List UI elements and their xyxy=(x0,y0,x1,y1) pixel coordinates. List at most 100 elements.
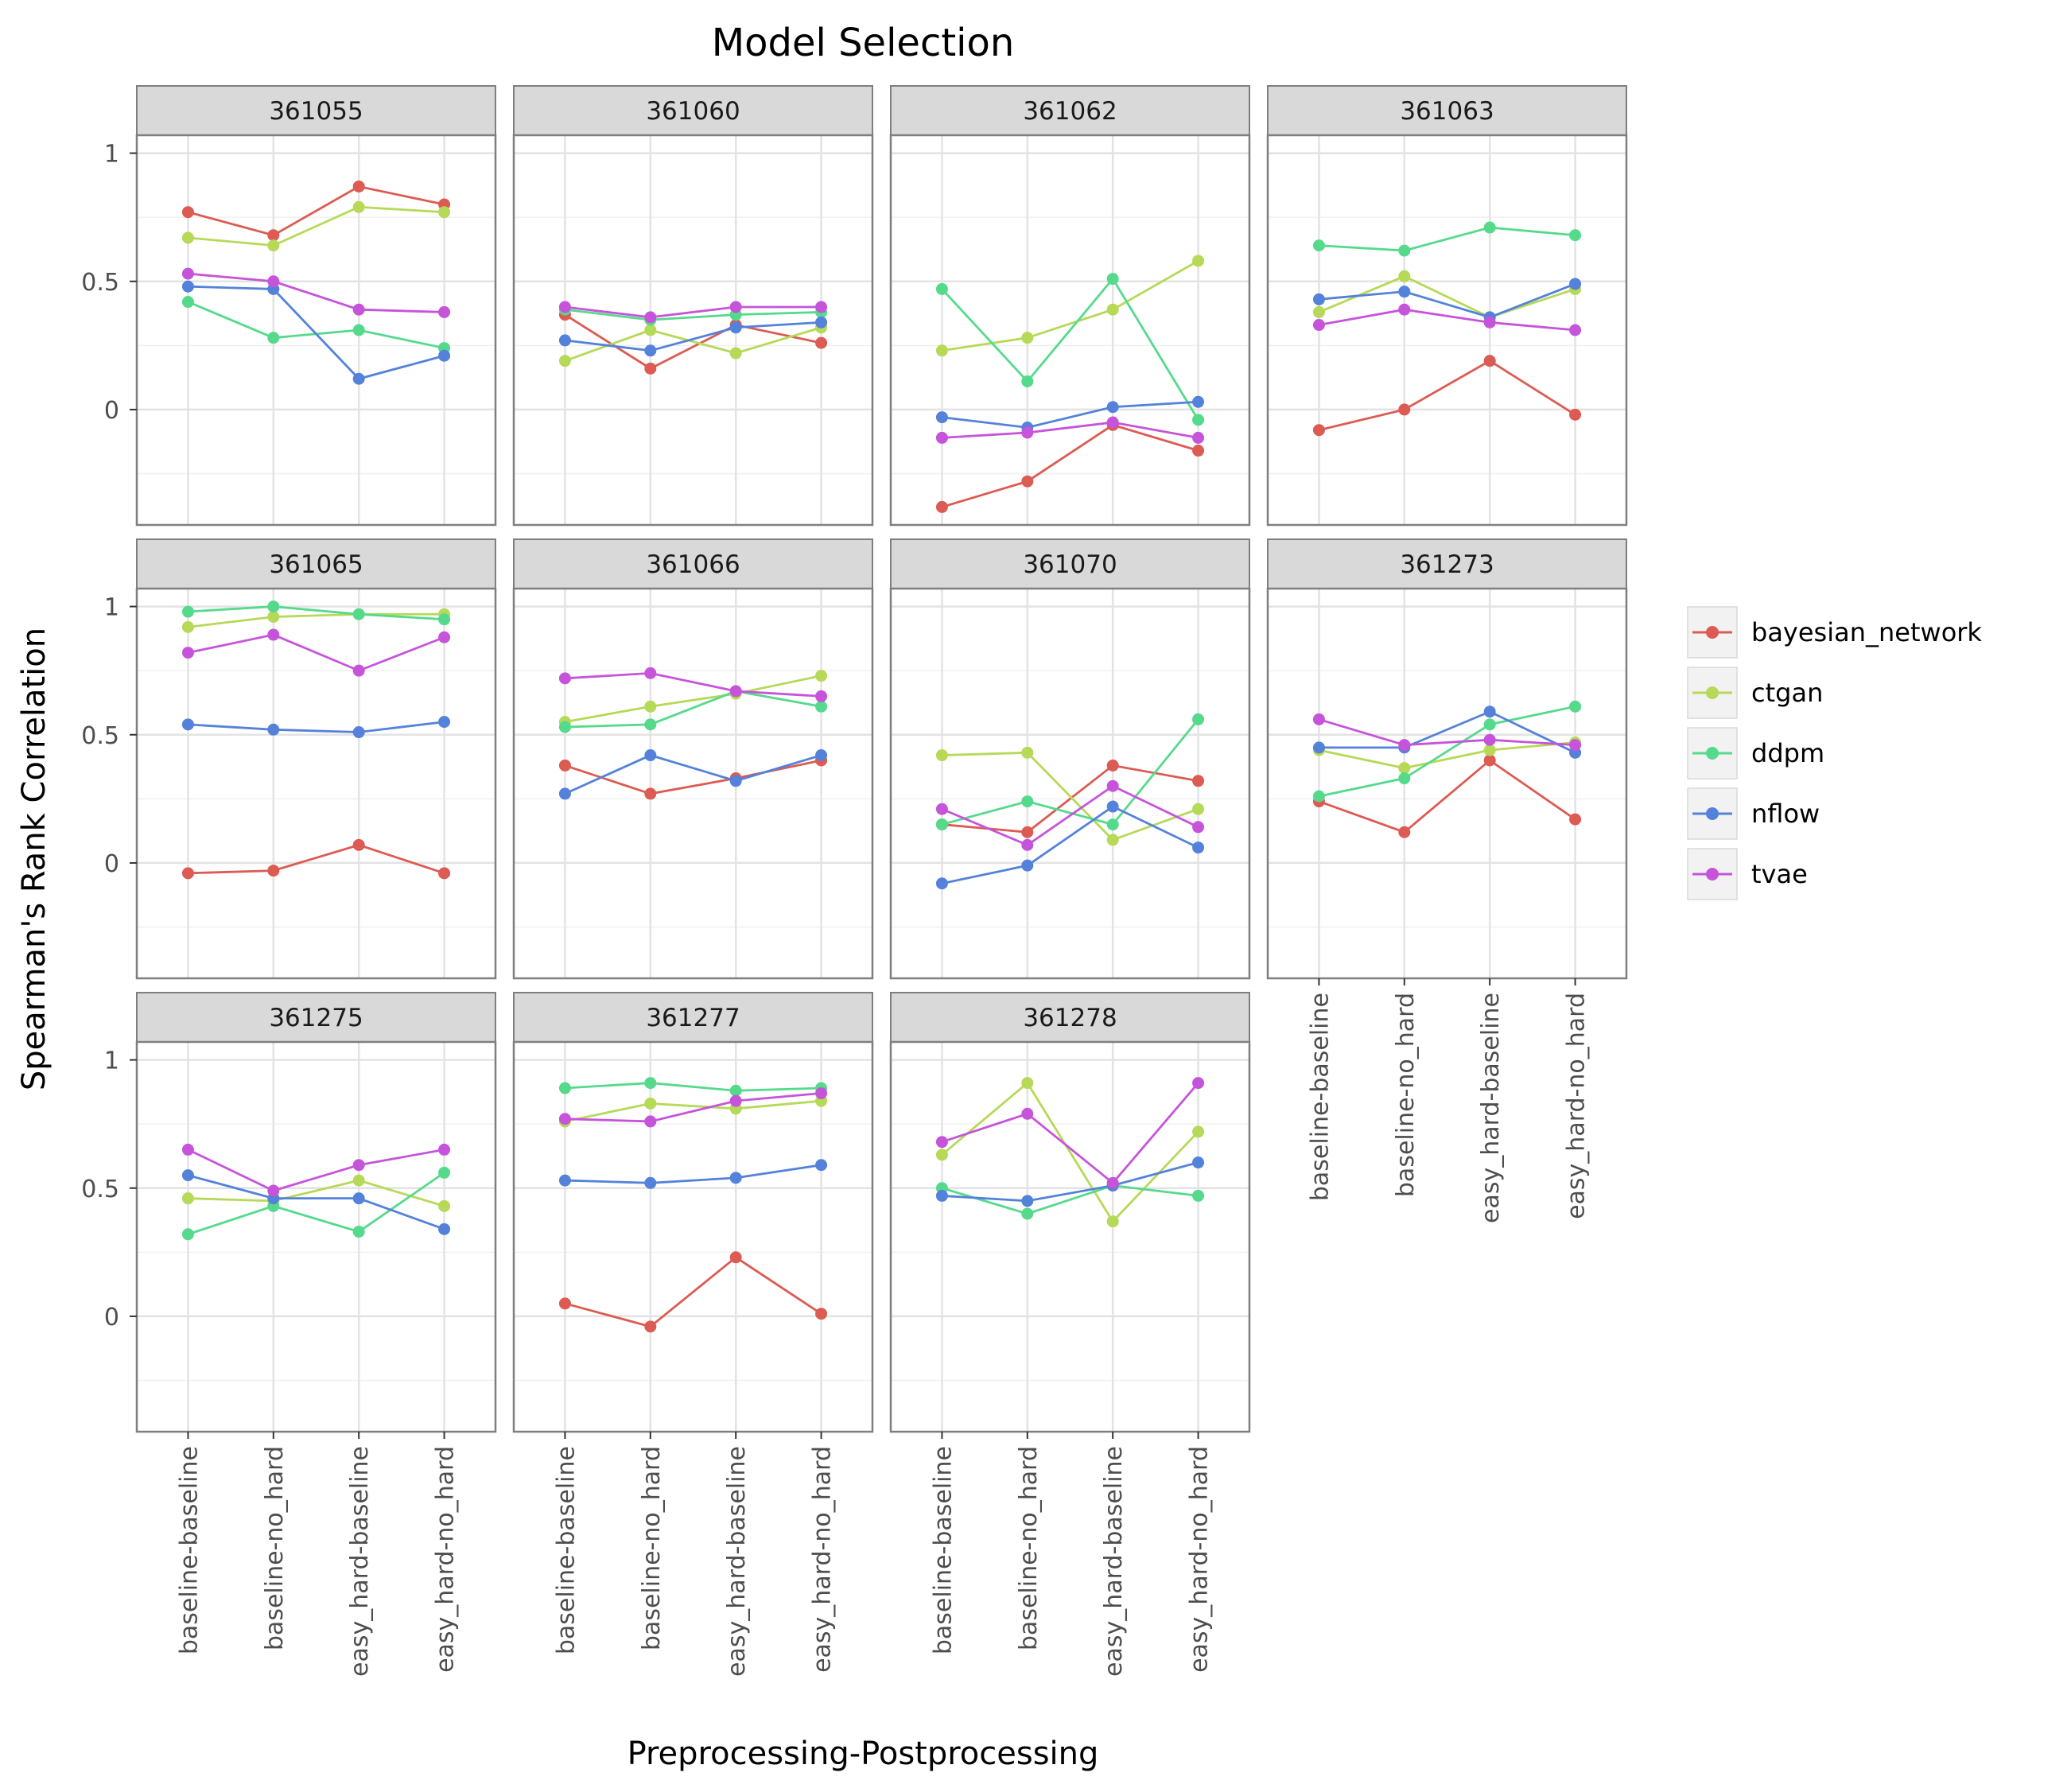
data-point xyxy=(1483,733,1496,746)
data-point xyxy=(438,1143,451,1156)
series-line xyxy=(1319,710,1576,754)
data-point xyxy=(558,1113,571,1125)
data-point xyxy=(1398,403,1411,416)
series-line xyxy=(942,1184,1199,1215)
data-point xyxy=(1569,278,1582,290)
x-tick-label: easy_hard-baseline xyxy=(723,1446,751,1677)
data-point xyxy=(1192,775,1205,787)
data-point xyxy=(1106,759,1119,772)
facet-panel-361273: 361273 baseline-baseline baseline-no_hard e… xyxy=(1266,538,1628,1223)
series-ctgan xyxy=(181,200,451,252)
data-point xyxy=(935,1189,948,1202)
data-point xyxy=(267,610,280,623)
facet-panels: 361055 0 0.5 1 361060 361062 361063 361065 0 0.5 1… xyxy=(81,85,1628,1677)
panel-background xyxy=(137,135,495,525)
series-line xyxy=(565,305,822,319)
data-point xyxy=(267,865,280,877)
data-point xyxy=(181,1143,194,1156)
data-point xyxy=(558,787,571,800)
data-point xyxy=(352,180,365,192)
facet-panel-361060: 361060 xyxy=(512,85,874,527)
panel-border xyxy=(889,134,1251,527)
panel-border xyxy=(135,587,497,980)
data-point xyxy=(267,275,280,288)
data-point xyxy=(1021,859,1034,872)
data-point xyxy=(1192,414,1205,426)
series-ddpm xyxy=(935,713,1205,831)
facet-strip-label: 361275 xyxy=(269,1004,363,1032)
data-point xyxy=(352,1174,365,1187)
series-bayesian_network xyxy=(935,418,1205,513)
data-point xyxy=(644,1115,657,1128)
data-point xyxy=(1192,255,1205,267)
data-point xyxy=(352,1192,365,1205)
series-line xyxy=(565,1164,822,1184)
facet-strip xyxy=(136,992,496,1043)
panel-border xyxy=(1266,134,1628,527)
data-point xyxy=(935,282,948,295)
data-point xyxy=(729,1172,742,1184)
data-point xyxy=(1398,286,1411,298)
series-line xyxy=(942,259,1199,352)
y-tick-label: 0 xyxy=(104,397,119,425)
series-line xyxy=(1318,759,1576,834)
series-line xyxy=(1319,705,1576,798)
series-line xyxy=(941,784,1199,846)
data-point xyxy=(1312,305,1325,318)
panel-border xyxy=(135,1040,497,1433)
data-point xyxy=(181,1192,194,1205)
data-point xyxy=(558,721,571,733)
data-point xyxy=(1398,826,1411,838)
y-tick-label: 0 xyxy=(104,1304,119,1331)
facet-panel-361062: 361062 xyxy=(889,85,1251,527)
x-tick-label: easy_hard-baseline xyxy=(1477,993,1505,1223)
data-point xyxy=(267,628,280,641)
data-point xyxy=(1569,700,1582,713)
data-point xyxy=(558,759,571,772)
series-line xyxy=(565,321,822,352)
data-point xyxy=(352,200,365,213)
data-point xyxy=(352,1226,365,1238)
panel-border xyxy=(889,1040,1251,1433)
data-point xyxy=(181,1169,194,1182)
data-point xyxy=(815,301,828,313)
series-line xyxy=(565,674,822,724)
y-tick-label: 1 xyxy=(104,1048,119,1075)
x-tick-label: baseline-no_hard xyxy=(1015,1446,1043,1650)
data-point xyxy=(1312,713,1325,725)
data-point xyxy=(558,1082,571,1094)
data-point xyxy=(1021,1107,1034,1120)
series-bayesian_network xyxy=(558,1251,828,1333)
data-point xyxy=(815,670,828,682)
x-tick-label: easy_hard-no_hard xyxy=(1186,1446,1214,1673)
legend-marker xyxy=(1706,807,1719,820)
data-point xyxy=(1192,1156,1205,1169)
data-point xyxy=(1192,842,1205,854)
data-point xyxy=(1021,838,1034,851)
series-nflow xyxy=(558,749,828,800)
facet-strip-label: 361060 xyxy=(646,97,740,126)
x-axis-title: Preprocessing-Postprocessing xyxy=(628,1736,1099,1772)
series-tvae xyxy=(1312,303,1582,336)
data-point xyxy=(815,1086,828,1099)
facet-strip xyxy=(136,85,496,136)
series-line xyxy=(1319,226,1576,252)
series-line xyxy=(188,185,445,237)
data-point xyxy=(644,1077,657,1090)
facet-strip-label: 361065 xyxy=(269,550,363,579)
legend-item-tvae: tvae xyxy=(1687,848,1808,900)
series-bayesian_network xyxy=(1312,355,1582,437)
data-point xyxy=(729,301,742,313)
series-line xyxy=(942,718,1199,826)
data-point xyxy=(1106,1176,1119,1189)
facet-panel-361055: 361055 0 0.5 1 xyxy=(81,85,497,527)
series-line xyxy=(942,421,1199,439)
data-point xyxy=(815,1159,828,1172)
data-point xyxy=(1021,426,1034,439)
data-point xyxy=(1483,316,1496,328)
data-point xyxy=(1569,324,1582,336)
data-point xyxy=(438,206,451,219)
series-line xyxy=(942,423,1199,508)
